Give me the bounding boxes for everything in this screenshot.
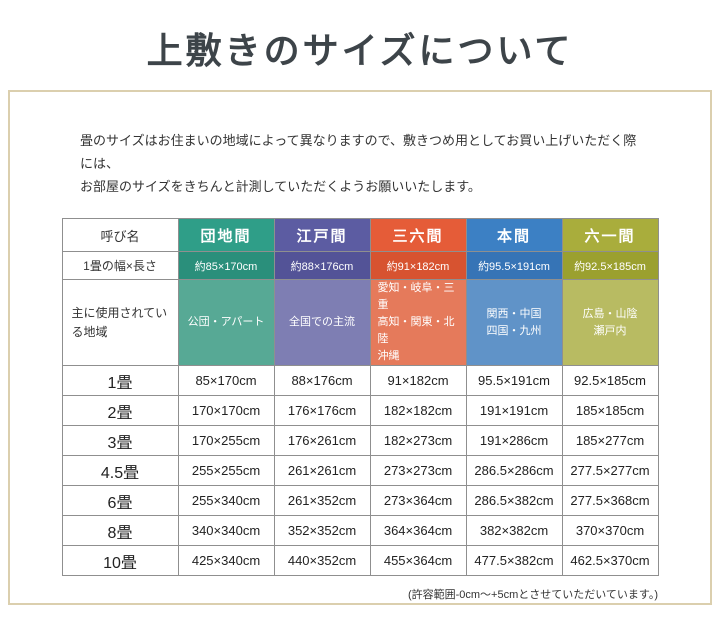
size-row-label: 4.5畳 [61,455,179,487]
size-value-cell: 191×286cm [465,425,563,457]
content-panel: 畳のサイズはお住まいの地域によって異なりますので、敷きつめ用としてお買い上げいた… [8,90,712,605]
column-header-rokuichima: 六一間 [561,218,659,253]
corner-header: 呼び名 [61,218,179,253]
region-cell: 関西・中国 四国・九州 [465,279,563,367]
size-value-cell: 182×273cm [369,425,467,457]
size-value-cell: 273×364cm [369,485,467,517]
size-value-cell: 85×170cm [177,365,275,397]
region-cell: 公団・アパート [177,279,275,367]
size-value-cell: 185×277cm [561,425,659,457]
size-value-cell: 170×255cm [177,425,275,457]
tatami-size-table: 呼び名 団地間 江戸間 三六間 本間 六一間 1畳の幅×長さ 約85×170cm… [61,218,659,577]
intro-line-1: 畳のサイズはお住まいの地域によって異なりますので、敷きつめ用としてお買い上げいた… [80,133,637,171]
size-row: 4.5畳 255×255cm 261×261cm 273×273cm 286.5… [61,455,659,487]
tolerance-note: (許容範囲-0cm～+5cmとさせていただいています。) [407,589,658,602]
region-row-label: 主に使用されている地域 [61,279,179,367]
size-value-cell: 92.5×185cm [561,365,659,397]
region-cell: 広島・山陰 瀬戸内 [561,279,659,367]
size-value-cell: 440×352cm [273,545,371,577]
region-row: 主に使用されている地域 公団・アパート 全国での主流 愛知・岐阜・三重 高知・関… [61,279,659,367]
size-value-cell: 462.5×370cm [561,545,659,577]
size-value-cell: 255×255cm [177,455,275,487]
column-header-sanrokuma: 三六間 [369,218,467,253]
size-value-cell: 170×170cm [177,395,275,427]
size-value-cell: 176×261cm [273,425,371,457]
width-cell: 約92.5×185cm [561,251,659,281]
size-row-label: 8畳 [61,515,179,547]
size-row-label: 6畳 [61,485,179,517]
intro-line-2: お部屋のサイズをきちんと計測していただくようお願いいたします。 [80,178,481,194]
size-value-cell: 340×340cm [177,515,275,547]
size-row-label: 3畳 [61,425,179,457]
size-row: 2畳 170×170cm 176×176cm 182×182cm 191×191… [61,395,659,427]
column-header-edoma: 江戸間 [273,218,371,253]
size-value-cell: 182×182cm [369,395,467,427]
size-value-cell: 455×364cm [369,545,467,577]
size-value-cell: 176×176cm [273,395,371,427]
size-row: 1畳 85×170cm 88×176cm 91×182cm 95.5×191cm… [61,365,659,397]
size-row-label: 2畳 [61,395,179,427]
size-value-cell: 255×340cm [177,485,275,517]
size-value-cell: 191×191cm [465,395,563,427]
header-row: 呼び名 団地間 江戸間 三六間 本間 六一間 [61,218,659,253]
width-cell: 約88×176cm [273,251,371,281]
size-value-cell: 286.5×286cm [465,455,563,487]
size-value-cell: 286.5×382cm [465,485,563,517]
column-header-danchima: 団地間 [177,218,275,253]
size-value-cell: 352×352cm [273,515,371,547]
size-value-cell: 477.5×382cm [465,545,563,577]
size-row: 10畳 425×340cm 440×352cm 455×364cm 477.5×… [61,545,659,577]
size-value-cell: 273×273cm [369,455,467,487]
size-value-cell: 382×382cm [465,515,563,547]
size-row-label: 10畳 [61,545,179,577]
column-header-honma: 本間 [465,218,563,253]
size-value-cell: 364×364cm [369,515,467,547]
width-cell: 約91×182cm [369,251,467,281]
size-row: 6畳 255×340cm 261×352cm 273×364cm 286.5×3… [61,485,659,517]
size-value-cell: 425×340cm [177,545,275,577]
size-row-label: 1畳 [61,365,179,397]
size-value-cell: 370×370cm [561,515,659,547]
size-value-cell: 88×176cm [273,365,371,397]
size-value-cell: 261×352cm [273,485,371,517]
size-value-cell: 95.5×191cm [465,365,563,397]
intro-text: 畳のサイズはお住まいの地域によって異なりますので、敷きつめ用としてお買い上げいた… [80,130,640,198]
size-value-cell: 91×182cm [369,365,467,397]
width-row: 1畳の幅×長さ 約85×170cm 約88×176cm 約91×182cm 約9… [61,251,659,281]
size-value-cell: 277.5×277cm [561,455,659,487]
size-row: 8畳 340×340cm 352×352cm 364×364cm 382×382… [61,515,659,547]
region-cell: 全国での主流 [273,279,371,367]
size-row: 3畳 170×255cm 176×261cm 182×273cm 191×286… [61,425,659,457]
region-cell: 愛知・岐阜・三重 高知・関東・北陸 沖縄 [369,279,467,367]
width-cell: 約95.5×191cm [465,251,563,281]
size-value-cell: 261×261cm [273,455,371,487]
width-row-label: 1畳の幅×長さ [61,251,179,281]
size-value-cell: 277.5×368cm [561,485,659,517]
width-cell: 約85×170cm [177,251,275,281]
page-title: 上敷きのサイズについて [146,31,574,71]
size-value-cell: 185×185cm [561,395,659,427]
